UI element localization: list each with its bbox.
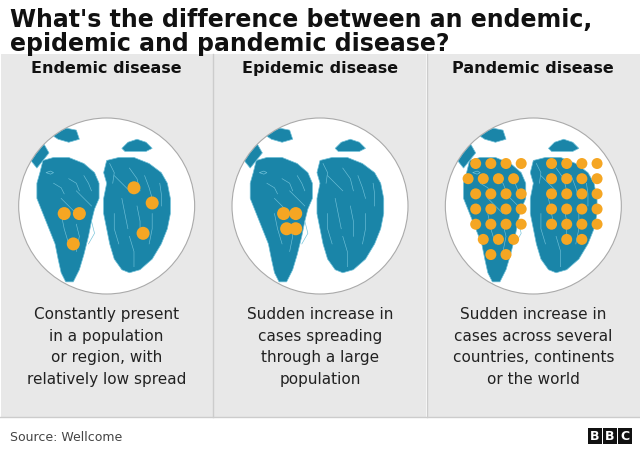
Circle shape [280,223,293,236]
Text: Constantly present
in a population
or region, with
relatively low spread: Constantly present in a population or re… [27,306,186,386]
Circle shape [546,174,557,185]
Circle shape [493,235,504,246]
FancyBboxPatch shape [214,55,426,417]
Circle shape [73,207,86,221]
Circle shape [577,235,588,246]
Circle shape [146,197,159,210]
Circle shape [561,174,572,185]
Circle shape [470,189,481,200]
Polygon shape [23,134,49,169]
Circle shape [546,159,557,170]
Polygon shape [259,172,267,175]
Polygon shape [262,128,292,143]
Text: Source: Wellcome: Source: Wellcome [10,431,122,443]
Polygon shape [122,140,152,152]
Circle shape [289,207,302,221]
Circle shape [516,219,527,230]
Circle shape [577,219,588,230]
Circle shape [516,204,527,215]
Circle shape [546,219,557,230]
Circle shape [561,235,572,246]
Circle shape [561,204,572,215]
Circle shape [470,219,481,230]
Circle shape [591,204,602,215]
Circle shape [478,235,489,246]
FancyBboxPatch shape [427,55,639,417]
Circle shape [577,189,588,200]
Polygon shape [250,158,312,282]
Polygon shape [548,140,579,152]
Polygon shape [531,158,597,273]
Circle shape [508,174,519,185]
Circle shape [463,174,474,185]
Text: B: B [590,430,600,442]
Polygon shape [463,158,525,282]
Circle shape [67,238,80,251]
Circle shape [493,174,504,185]
Circle shape [485,204,497,215]
Circle shape [577,159,588,170]
Polygon shape [473,172,480,175]
Circle shape [485,159,497,170]
FancyBboxPatch shape [588,428,602,444]
Text: What's the difference between an endemic,: What's the difference between an endemic… [10,8,592,32]
Circle shape [19,119,195,294]
Text: Endemic disease: Endemic disease [31,61,182,76]
Polygon shape [476,128,506,143]
Polygon shape [37,158,99,282]
FancyBboxPatch shape [603,428,617,444]
Polygon shape [237,134,262,169]
Circle shape [591,159,602,170]
Circle shape [500,189,511,200]
Text: Sudden increase in
cases across several
countries, continents
or the world: Sudden increase in cases across several … [452,306,614,386]
Circle shape [136,227,150,241]
Circle shape [546,204,557,215]
Circle shape [470,204,481,215]
Circle shape [546,189,557,200]
Circle shape [500,204,511,215]
Polygon shape [46,172,54,175]
Circle shape [485,189,497,200]
Circle shape [485,250,497,261]
Circle shape [591,219,602,230]
Circle shape [277,207,290,221]
Circle shape [577,204,588,215]
Circle shape [58,207,70,221]
Circle shape [127,182,140,195]
Circle shape [478,174,489,185]
Circle shape [561,219,572,230]
Circle shape [500,159,511,170]
Circle shape [577,174,588,185]
Circle shape [500,250,511,261]
Text: Sudden increase in
cases spreading
through a large
population: Sudden increase in cases spreading throu… [247,306,393,386]
Circle shape [561,159,572,170]
Circle shape [485,219,497,230]
Text: Pandemic disease: Pandemic disease [452,61,614,76]
Circle shape [516,159,527,170]
Circle shape [508,235,519,246]
Text: Epidemic disease: Epidemic disease [242,61,398,76]
Circle shape [470,159,481,170]
Circle shape [500,219,511,230]
Circle shape [289,223,302,236]
Circle shape [591,189,602,200]
Polygon shape [104,158,170,273]
FancyBboxPatch shape [618,428,632,444]
Circle shape [232,119,408,294]
FancyBboxPatch shape [1,55,213,417]
Text: epidemic and pandemic disease?: epidemic and pandemic disease? [10,32,449,56]
Polygon shape [317,158,384,273]
Circle shape [516,189,527,200]
Polygon shape [450,134,476,169]
Circle shape [591,174,602,185]
Text: B: B [605,430,615,442]
Circle shape [445,119,621,294]
Polygon shape [49,128,79,143]
Circle shape [561,189,572,200]
Text: C: C [620,430,630,442]
Polygon shape [335,140,365,152]
